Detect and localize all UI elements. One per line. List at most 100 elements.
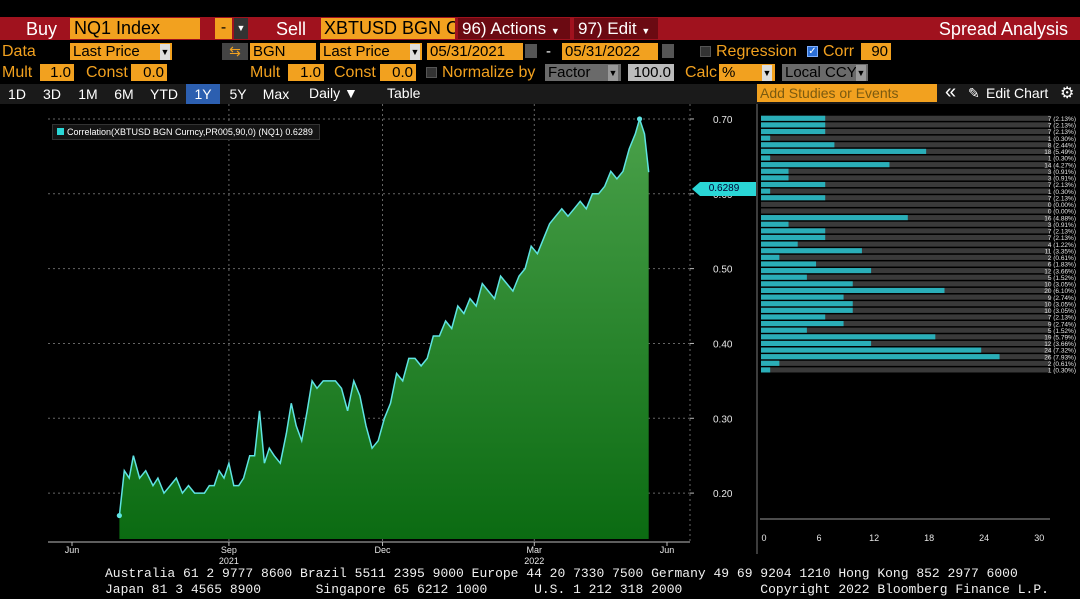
minus-dropdown[interactable]: ▼ (234, 18, 248, 39)
series-start-point (116, 512, 122, 519)
corr-checkbox[interactable]: ✓ (807, 46, 818, 57)
mult2-input[interactable]: 1.0 (288, 64, 324, 81)
edit-menu[interactable]: 97) Edit ▼ (574, 18, 658, 39)
gear-icon[interactable]: ⚙ (1060, 85, 1075, 102)
mult1-label: Mult (2, 64, 33, 81)
histogram-label: 24 (7.32%) (1044, 348, 1076, 355)
tab-5y[interactable]: 5Y (229, 86, 247, 102)
histogram-bar (761, 334, 936, 340)
histogram-bar (761, 261, 817, 267)
histogram-label: 8 (2.44%) (1048, 142, 1076, 149)
calc-label: Calc (685, 64, 718, 81)
histogram-x-tick-label: 24 (979, 533, 989, 543)
histogram-label: 7 (2.13%) (1048, 123, 1076, 130)
x-tick-label: Mar (527, 545, 543, 555)
buy-security-input[interactable]: NQ1 Index (70, 18, 200, 39)
normalize-checkbox[interactable] (426, 67, 437, 78)
footer-contacts-line1: Australia 61 2 9777 8600 Brazil 5511 239… (105, 566, 1018, 581)
table-button[interactable]: Table (387, 85, 421, 101)
buy-field-select[interactable]: Last Price (70, 43, 172, 60)
collapse-icon[interactable]: « (945, 81, 957, 103)
histogram-label: 1 (0.30%) (1048, 156, 1076, 163)
sell-field-select[interactable]: Last Price (320, 43, 422, 60)
histogram-row (761, 294, 1050, 300)
histogram-row (761, 142, 1050, 148)
tab-1m[interactable]: 1M (78, 86, 98, 102)
x-year-label: 2022 (524, 556, 544, 566)
calendar-icon[interactable] (662, 44, 674, 58)
histogram-row (761, 360, 1050, 366)
histogram-row (761, 234, 1050, 241)
corr-label: Corr (823, 43, 855, 60)
legend-text: Correlation(XBTUSD BGN Curncy,PR005,90,0… (67, 127, 313, 137)
histogram-bar (761, 122, 826, 128)
histogram-bar (761, 241, 798, 247)
minus-button[interactable]: - (215, 18, 232, 39)
tab-1d[interactable]: 1D (8, 86, 26, 102)
histogram-label: 1 (0.30%) (1048, 368, 1076, 375)
correlation-chart: 0.200.300.400.500.600.70 JunSep2021DecMa… (48, 104, 1076, 566)
histogram-row (761, 254, 1050, 260)
y-tick-label: 0.50 (713, 265, 733, 276)
histogram-x-tick-label: 12 (869, 533, 879, 543)
tab-3d[interactable]: 3D (43, 86, 61, 102)
histogram-label: 7 (2.13%) (1048, 315, 1076, 322)
histogram-label: 26 (7.93%) (1044, 354, 1076, 361)
histogram-label: 11 (3.35%) (1045, 248, 1076, 255)
histogram-bar (761, 128, 826, 135)
series-max-point (636, 116, 643, 122)
add-studies-input[interactable]: Add Studies or Events (757, 84, 937, 102)
histogram-label: 18 (5.49%) (1044, 149, 1076, 156)
histogram-label: 4 (1.22%) (1048, 242, 1076, 249)
histogram-bar (761, 360, 780, 366)
mult2-label: Mult (250, 64, 281, 81)
histogram-bar (761, 142, 835, 148)
date-range-dash: - (546, 43, 551, 60)
histogram-label: 3 (0.91%) (1048, 222, 1076, 229)
histogram-row (761, 307, 1050, 313)
const1-input[interactable]: 0.0 (131, 64, 167, 81)
calendar-icon[interactable] (525, 44, 537, 58)
start-date-input[interactable]: 05/31/2021 (427, 43, 523, 60)
histogram-label: 7 (2.13%) (1048, 182, 1076, 189)
regression-checkbox[interactable] (700, 46, 711, 57)
const2-input[interactable]: 0.0 (380, 64, 416, 81)
histogram-label: 7 (2.13%) (1048, 116, 1076, 123)
histogram-bar (761, 228, 826, 234)
histogram-label: 6 (1.83%) (1048, 262, 1076, 269)
histogram-bar (761, 294, 844, 300)
histogram-x-tick-label: 18 (924, 533, 934, 543)
normalize-label: Normalize by (442, 64, 536, 81)
tab-ytd[interactable]: YTD (150, 86, 178, 102)
histogram-x-tick-label: 30 (1034, 533, 1044, 543)
mult1-input[interactable]: 1.0 (40, 64, 74, 81)
chevron-down-icon: ▼ (608, 65, 618, 81)
correlation-area (119, 119, 649, 539)
sell-source-input[interactable]: BGN (250, 43, 316, 60)
normalize-value-input[interactable]: 100.0 (628, 64, 674, 81)
histogram-bar (761, 340, 872, 347)
chevron-down-icon: ▼ (410, 44, 420, 60)
histogram-row (761, 340, 1050, 347)
histogram-bar (761, 162, 890, 168)
corr-window-input[interactable]: 90 (861, 43, 891, 60)
page-title: Spread Analysis (938, 19, 1068, 39)
data-label: Data (2, 43, 36, 60)
periodicity-select[interactable]: Daily ▼ (309, 85, 358, 101)
swap-icon[interactable]: ⇆ (222, 43, 248, 60)
currency-select[interactable]: Local CCY (782, 64, 868, 81)
edit-chart-button[interactable]: Edit Chart (986, 85, 1049, 101)
tab-6m[interactable]: 6M (114, 86, 134, 102)
chevron-down-icon: ▼ (762, 65, 772, 81)
pencil-icon: ✎ (968, 85, 980, 101)
calc-select[interactable]: % (719, 64, 775, 81)
actions-menu[interactable]: 96) Actions ▼ (458, 18, 570, 39)
end-date-input[interactable]: 05/31/2022 (562, 43, 658, 60)
sell-security-input[interactable]: XBTUSD BGN C (321, 18, 455, 39)
histogram-label: 1 (0.30%) (1048, 136, 1076, 143)
normalize-select[interactable]: Factor (545, 64, 621, 81)
tab-max[interactable]: Max (262, 86, 290, 102)
histogram-label: 3 (0.91%) (1048, 176, 1076, 183)
tab-1y[interactable]: 1Y (186, 84, 220, 104)
histogram-bar (761, 347, 982, 353)
